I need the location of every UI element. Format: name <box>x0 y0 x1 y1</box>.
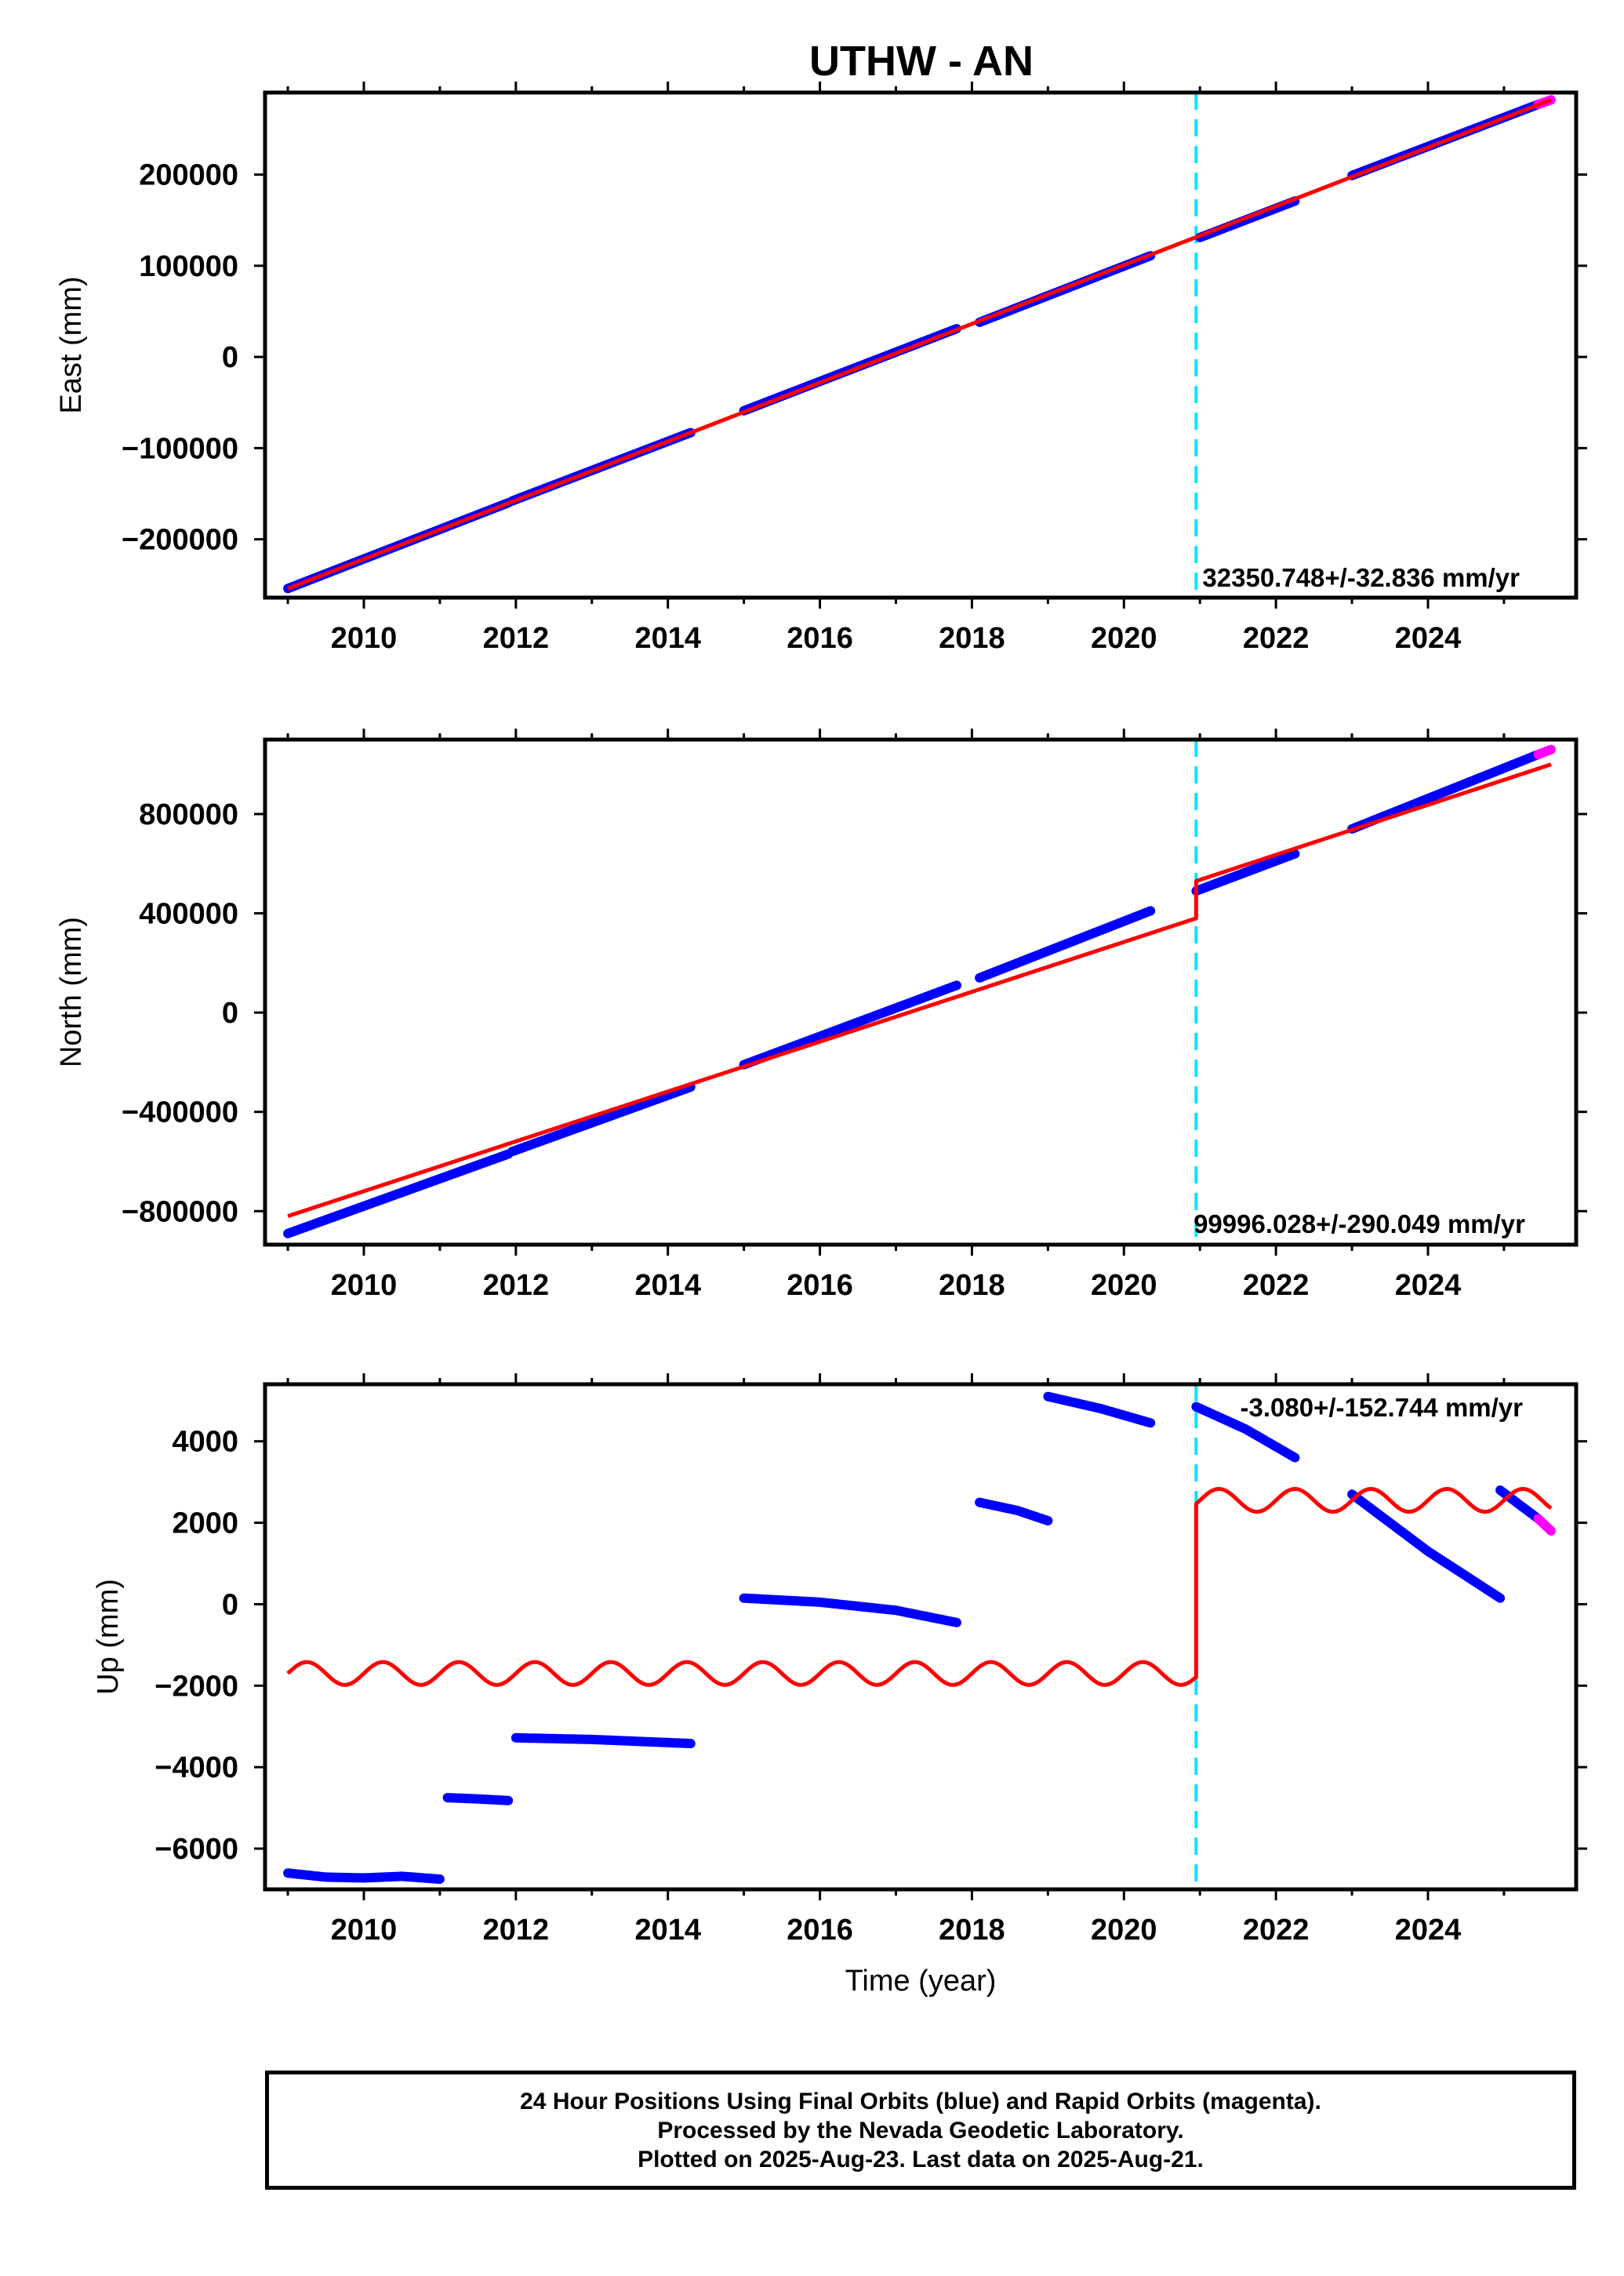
x-tick-label: 2018 <box>939 622 1005 655</box>
x-tick-label: 2022 <box>1243 622 1310 655</box>
x-tick-label: 2012 <box>483 1269 550 1302</box>
chart-title: UTHW - AN <box>809 38 1034 85</box>
final-orbit-points <box>739 980 961 1070</box>
x-tick-label: 2010 <box>331 1914 398 1947</box>
final-orbit-points <box>1495 1485 1543 1524</box>
panel-east-plot: 2010 2012 2014 2016 2018 2020 2022 2024 −200000 −… <box>122 82 1587 655</box>
y-tick-label: −2000 <box>154 1670 238 1703</box>
y-tick-label: −200000 <box>122 524 238 557</box>
x-tick-label: 2014 <box>634 1269 701 1302</box>
y-tick-label: 0 <box>222 997 238 1030</box>
x-tick-label: 2024 <box>1395 622 1462 655</box>
panel-east-ylabel: East (mm) <box>55 276 88 413</box>
footer-info-box: 24 Hour Positions Using Final Orbits (bl… <box>265 2071 1576 2190</box>
final-orbit-points <box>975 1497 1053 1525</box>
y-tick-label: −6000 <box>154 1833 238 1866</box>
y-tick-label: 0 <box>222 1588 238 1621</box>
y-tick-label: 4000 <box>172 1426 238 1459</box>
final-orbit-points <box>739 1593 961 1627</box>
y-tick-label: 2000 <box>172 1507 238 1540</box>
y-tick-label: 100000 <box>139 250 238 283</box>
panel-north-ylabel: North (mm) <box>55 917 88 1067</box>
final-orbit-points <box>975 906 1156 983</box>
panel-north-frame <box>263 737 1579 1247</box>
x-tick-label: 2022 <box>1243 1914 1310 1947</box>
x-tick-label: 2012 <box>483 1914 550 1947</box>
x-tick-label: 2010 <box>331 1269 398 1302</box>
panel-up-frame <box>263 1382 1579 1892</box>
final-orbit-points <box>1043 1391 1156 1428</box>
panel-up-rate-label: -3.080+/-152.744 mm/yr <box>1240 1393 1523 1422</box>
panel-up-ylabel: Up (mm) <box>92 1579 125 1695</box>
x-tick-label: 2014 <box>634 1914 701 1947</box>
x-tick-label: 2024 <box>1395 1269 1462 1302</box>
x-tick-label: 2012 <box>483 622 550 655</box>
y-tick-label: 400000 <box>139 898 238 931</box>
panel-up-xlabel: Time (year) <box>845 1965 997 1998</box>
final-orbit-points <box>1191 849 1300 896</box>
footer-line-processed: Processed by the Nevada Geodetic Laborat… <box>657 2117 1184 2143</box>
panel-east-rate-label: 32350.748+/-32.836 mm/yr <box>1202 563 1520 592</box>
x-tick-label: 2020 <box>1091 1914 1157 1947</box>
x-tick-label: 2022 <box>1243 1269 1310 1302</box>
panel-up-plot: 2010 2012 2014 2016 2018 2020 2022 2024 −6000 −40… <box>154 1373 1587 1947</box>
final-orbit-points <box>507 1082 696 1157</box>
x-tick-label: 2016 <box>787 1269 853 1302</box>
final-orbit-points <box>1347 1489 1506 1603</box>
final-orbit-points <box>1347 750 1543 834</box>
panel-east: 2010 2012 2014 2016 2018 2020 2022 2024 −200000 −… <box>55 82 1587 655</box>
model-fit-line <box>286 762 1553 1218</box>
final-orbit-points <box>442 1793 514 1805</box>
x-tick-label: 2010 <box>331 622 398 655</box>
footer-line-plotted: Plotted on 2025-Aug-23. Last data on 202… <box>638 2146 1204 2172</box>
y-tick-label: −400000 <box>122 1096 238 1129</box>
final-orbit-points <box>283 1149 514 1238</box>
panel-north-rate-label: 99996.028+/-290.049 mm/yr <box>1193 1209 1525 1238</box>
x-tick-label: 2018 <box>939 1269 1005 1302</box>
data-area <box>283 1384 1556 1889</box>
x-tick-label: 2018 <box>939 1914 1005 1947</box>
x-tick-label: 2016 <box>787 622 853 655</box>
model-fit-line <box>286 97 1553 591</box>
y-tick-label: 200000 <box>139 159 238 192</box>
final-orbit-points <box>510 1732 696 1749</box>
x-tick-label: 2024 <box>1395 1914 1462 1947</box>
y-tick-label: −4000 <box>154 1751 238 1784</box>
model-fit-line <box>286 1487 1553 1687</box>
y-tick-label: 0 <box>222 341 238 374</box>
rapid-orbit-points <box>1533 1514 1556 1536</box>
y-tick-label: −100000 <box>122 432 238 465</box>
panel-north-plot: 2010 2012 2014 2016 2018 2020 2022 2024 −800000 −… <box>122 729 1587 1302</box>
data-area <box>283 93 1556 598</box>
x-tick-label: 2020 <box>1091 622 1157 655</box>
panel-up: 2010 2012 2014 2016 2018 2020 2022 2024 −6000 −40… <box>92 1373 1587 1998</box>
x-tick-label: 2020 <box>1091 1269 1157 1302</box>
y-tick-label: 800000 <box>139 798 238 831</box>
rapid-orbit-points <box>1533 744 1556 759</box>
x-tick-label: 2014 <box>634 622 701 655</box>
footer-line-orbits: 24 Hour Positions Using Final Orbits (bl… <box>520 2088 1321 2114</box>
x-tick-label: 2016 <box>787 1914 853 1947</box>
panel-east-frame <box>263 90 1579 600</box>
data-area <box>283 740 1556 1245</box>
final-orbit-points <box>283 1868 445 1884</box>
panel-north: 2010 2012 2014 2016 2018 2020 2022 2024 −800000 −… <box>55 729 1587 1302</box>
y-tick-label: −800000 <box>122 1195 238 1228</box>
final-orbit-points <box>1191 1402 1300 1463</box>
